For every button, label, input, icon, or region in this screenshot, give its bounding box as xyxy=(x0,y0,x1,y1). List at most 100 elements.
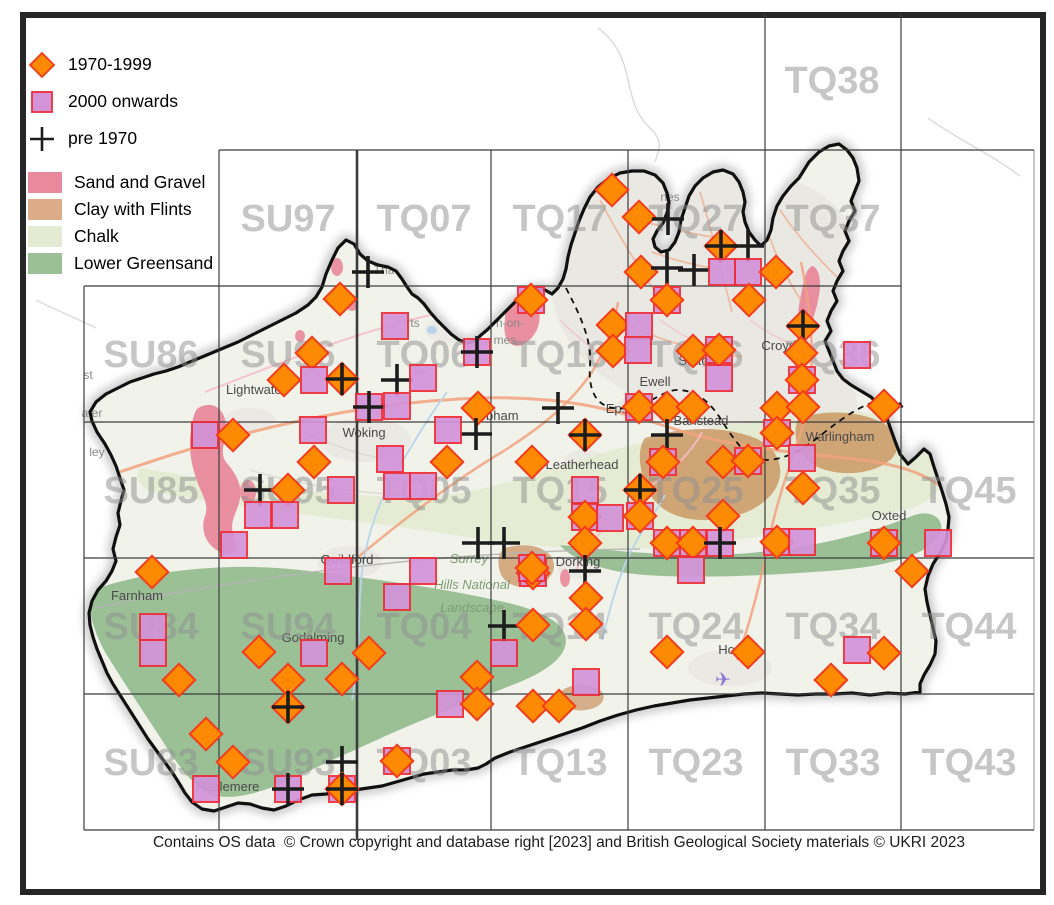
town-label: Warlingham xyxy=(806,429,875,444)
attribution-text: Contains OS data © Crown copyright and d… xyxy=(152,834,966,851)
grid-label: TQ38 xyxy=(784,60,879,102)
marker-c xyxy=(652,203,684,235)
marker-dc xyxy=(703,228,739,264)
square-2000-onwards-icon xyxy=(677,556,705,584)
diamond-1970-1999-icon xyxy=(866,525,902,561)
grid-label: TQ44 xyxy=(921,606,1016,648)
cross-pre-1970-icon xyxy=(651,252,683,284)
grid-label: SU83 xyxy=(103,742,198,784)
town-label: Oxted xyxy=(872,508,907,523)
square-2000-onwards-icon xyxy=(300,366,328,394)
diamond-1970-1999-icon xyxy=(567,525,603,561)
diamond-1970-1999-icon xyxy=(705,498,741,534)
square-2000-onwards-icon xyxy=(708,258,736,286)
marker-d xyxy=(270,472,306,508)
geology-clay-east xyxy=(795,412,898,474)
geology-swatch xyxy=(28,226,62,247)
marker-s xyxy=(434,416,462,444)
marker-s xyxy=(572,668,600,696)
square-2000-onwards-icon xyxy=(436,690,464,718)
marker-d xyxy=(459,686,495,722)
legend-label: Sand and Gravel xyxy=(74,172,206,192)
town-label: Woking xyxy=(342,425,385,440)
marker-d xyxy=(785,389,821,425)
marker-s xyxy=(924,529,952,557)
marker-d xyxy=(541,688,577,724)
cross-pre-1970-icon xyxy=(542,392,574,424)
legend-item-diamond: 1970-1999 xyxy=(28,46,213,83)
diamond-1970-1999-icon xyxy=(894,553,930,589)
cross-pre-1970-icon xyxy=(787,310,819,342)
marker-s xyxy=(220,531,248,559)
grid-label: TQ45 xyxy=(921,470,1016,512)
lake xyxy=(427,326,437,334)
faint-river xyxy=(597,27,660,163)
town-label: ley xyxy=(89,445,104,459)
marker-sc xyxy=(704,527,736,559)
marker-dc xyxy=(324,361,360,397)
town-label: Lightwater xyxy=(226,382,287,397)
square-2000-onwards-icon xyxy=(788,444,816,472)
legend-label: Lower Greensand xyxy=(74,253,214,273)
diamond-1970-1999-icon xyxy=(866,635,902,671)
cross-pre-1970-icon xyxy=(488,610,520,642)
square-2000-onwards-icon xyxy=(734,258,762,286)
road xyxy=(94,548,641,609)
markers-layer xyxy=(134,172,952,807)
marker-d xyxy=(866,635,902,671)
diamond-1970-1999-icon xyxy=(241,634,277,670)
grid-label: SU85 xyxy=(103,470,198,512)
grid-label: TQ43 xyxy=(921,742,1016,784)
cross-pre-1970-icon xyxy=(460,418,492,450)
square-icon xyxy=(31,90,53,113)
diamond-1970-1999-icon xyxy=(649,525,685,561)
marker-d xyxy=(266,362,302,398)
grid-label: TQ23 xyxy=(648,742,743,784)
grid-label: TQ16 xyxy=(512,334,607,376)
marker-d xyxy=(515,607,551,643)
square-2000-onwards-icon xyxy=(409,364,437,392)
diamond-1970-1999-icon xyxy=(645,444,681,480)
diamond-1970-1999-icon xyxy=(296,444,332,480)
square-2000-onwards-icon xyxy=(327,476,355,504)
marker-d xyxy=(675,333,711,369)
marker-d xyxy=(324,661,360,697)
marker-d xyxy=(188,716,224,752)
cross-pre-1970-icon xyxy=(381,364,413,396)
marker-s xyxy=(191,421,219,449)
marker-sc xyxy=(353,391,385,423)
marker-sd xyxy=(730,443,766,479)
marker-d xyxy=(731,282,767,318)
marker-s xyxy=(139,613,167,641)
square-2000-onwards-icon xyxy=(271,501,299,529)
marker-s xyxy=(299,416,327,444)
marker-s xyxy=(843,636,871,664)
diamond-1970-1999-icon xyxy=(514,444,550,480)
marker-d xyxy=(621,199,657,235)
square-2000-onwards-icon xyxy=(324,557,352,585)
marker-c xyxy=(381,364,413,396)
marker-s xyxy=(139,639,167,667)
town-label: Hills National xyxy=(434,577,511,592)
marker-d xyxy=(215,417,251,453)
town-label: n-on- xyxy=(496,316,524,330)
diamond-1970-1999-icon xyxy=(161,662,197,698)
square-2000-onwards-icon xyxy=(624,336,652,364)
marker-s xyxy=(409,557,437,585)
marker-d xyxy=(241,634,277,670)
town-label: st xyxy=(83,368,93,382)
diamond-1970-1999-icon xyxy=(568,606,604,642)
marker-s xyxy=(788,444,816,472)
square-2000-onwards-icon xyxy=(843,341,871,369)
geology-greensand-east-band xyxy=(560,513,942,577)
marker-s xyxy=(788,528,816,556)
diamond-1970-1999-icon xyxy=(459,659,495,695)
diamond-1970-1999-icon xyxy=(866,388,902,424)
town-label: Ewell xyxy=(639,374,670,389)
marker-sd xyxy=(675,525,711,561)
marker-s xyxy=(436,690,464,718)
faint-rivers-layer xyxy=(35,27,1021,329)
marker-sd xyxy=(621,389,657,425)
marker-d xyxy=(568,580,604,616)
cross-pre-1970-icon xyxy=(652,203,684,235)
